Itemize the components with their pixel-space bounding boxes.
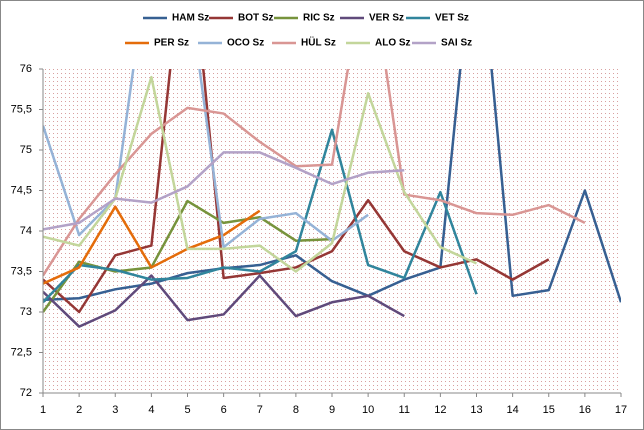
legend-label: RIC Sz xyxy=(303,13,335,24)
x-tick-label: 9 xyxy=(329,404,335,416)
x-tick-label: 10 xyxy=(362,404,374,416)
x-tick-label: 3 xyxy=(112,404,118,416)
x-tick-label: 13 xyxy=(470,404,482,416)
x-tick-label: 15 xyxy=(543,404,555,416)
legend-label: OCO Sz xyxy=(227,38,264,49)
legend-label: ALO Sz xyxy=(375,38,411,49)
y-tick-label: 76 xyxy=(20,63,32,75)
series-line xyxy=(43,151,405,231)
x-tick-label: 14 xyxy=(507,404,519,416)
y-tick-label: 73 xyxy=(20,306,32,318)
y-tick-label: 74 xyxy=(20,225,32,237)
x-tick-label: 16 xyxy=(579,404,591,416)
y-tick-label: 75,5 xyxy=(11,103,32,115)
x-tick-label: 7 xyxy=(257,404,263,416)
x-tick-label: 6 xyxy=(221,404,227,416)
x-tick-label: 11 xyxy=(399,404,410,416)
legend-label: PER Sz xyxy=(154,38,189,49)
x-tick-label: 1 xyxy=(40,404,46,416)
legend-label: HAM Sz xyxy=(172,13,209,24)
legend-label: HÜL Sz xyxy=(301,36,336,49)
x-tick-label: 5 xyxy=(184,404,190,416)
x-tick-label: 2 xyxy=(76,404,82,416)
series-line xyxy=(43,199,333,313)
x-tick-label: 17 xyxy=(615,404,627,416)
legend-label: SAI Sz xyxy=(441,38,472,49)
plot-area xyxy=(43,69,621,393)
y-tick-label: 73,5 xyxy=(11,265,32,277)
y-tick-label: 72,5 xyxy=(11,346,32,358)
series-line xyxy=(43,69,586,277)
legend-label: BOT Sz xyxy=(238,13,274,24)
series-line xyxy=(43,69,369,249)
x-tick-label: 4 xyxy=(148,404,154,416)
y-tick-label: 75 xyxy=(20,144,32,156)
x-tick-label: 12 xyxy=(434,404,446,416)
x-tick-label: 8 xyxy=(293,404,299,416)
series-line xyxy=(43,128,478,304)
y-tick-label: 74,5 xyxy=(11,184,32,196)
legend-label: VET Sz xyxy=(435,13,469,24)
y-tick-label: 72 xyxy=(20,387,32,399)
series-line xyxy=(43,205,261,285)
legend-label: VER Sz xyxy=(369,13,404,24)
series-line xyxy=(43,274,405,328)
